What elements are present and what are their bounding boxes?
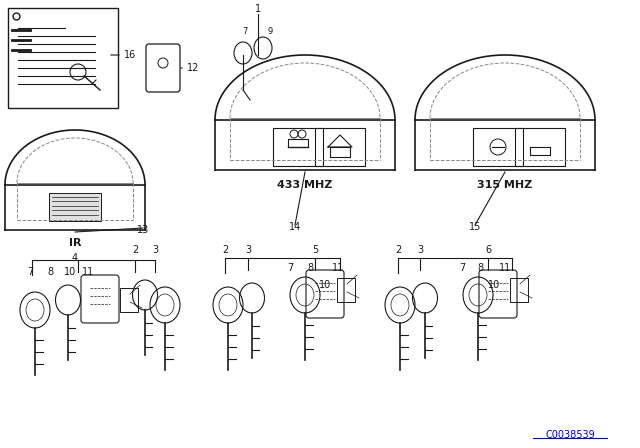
Text: 10: 10 (319, 280, 331, 290)
Text: 16: 16 (124, 50, 136, 60)
Text: 7: 7 (27, 267, 33, 277)
FancyBboxPatch shape (146, 44, 180, 92)
Text: 11: 11 (332, 263, 344, 273)
Bar (315, 128, 365, 166)
Text: C0038539: C0038539 (545, 430, 595, 440)
Text: 9: 9 (268, 27, 273, 36)
Text: 10: 10 (64, 267, 76, 277)
Text: 6: 6 (485, 245, 491, 255)
Text: 7: 7 (287, 263, 293, 273)
Bar (473, 128, 523, 166)
Text: 8: 8 (307, 263, 313, 273)
Text: 11: 11 (499, 263, 511, 273)
Text: 8: 8 (477, 263, 483, 273)
Text: 2: 2 (222, 245, 228, 255)
Text: 7: 7 (459, 263, 465, 273)
Text: 2: 2 (132, 245, 138, 255)
Bar (337, 278, 355, 302)
Text: 13: 13 (137, 225, 149, 235)
Text: IR: IR (68, 238, 81, 248)
Text: 10: 10 (488, 280, 500, 290)
Text: 5: 5 (312, 245, 318, 255)
Bar (8, 8, 118, 108)
Bar (515, 128, 565, 166)
Text: 3: 3 (245, 245, 251, 255)
Text: 1: 1 (255, 4, 261, 14)
Text: 7: 7 (243, 27, 248, 36)
Text: 3: 3 (417, 245, 423, 255)
Text: 11: 11 (82, 267, 94, 277)
Bar (273, 128, 323, 166)
Text: 15: 15 (469, 222, 481, 232)
Text: 433 MHZ: 433 MHZ (277, 180, 333, 190)
Bar (49, 193, 101, 221)
Text: 4: 4 (72, 253, 78, 263)
Bar (510, 278, 528, 302)
Text: 3: 3 (152, 245, 158, 255)
Text: 14: 14 (289, 222, 301, 232)
Bar (120, 288, 138, 312)
Text: 2: 2 (395, 245, 401, 255)
Text: 12: 12 (187, 63, 200, 73)
Text: 315 MHZ: 315 MHZ (477, 180, 532, 190)
Text: 8: 8 (47, 267, 53, 277)
